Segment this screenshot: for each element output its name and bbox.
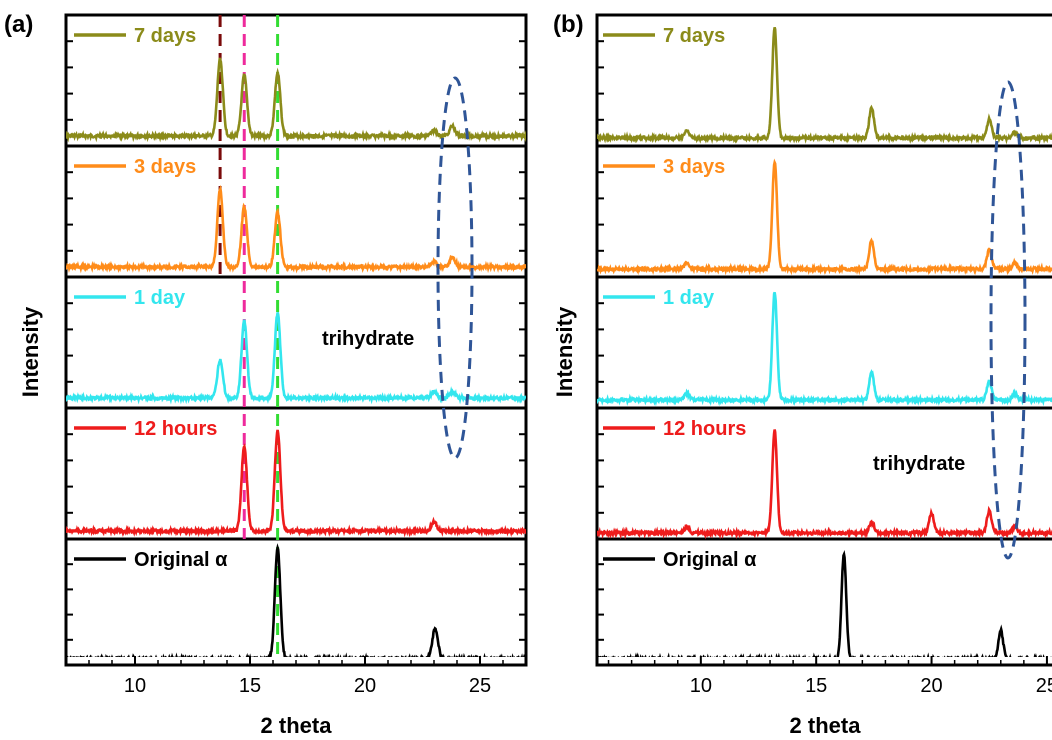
x-tick-label: 20	[354, 675, 376, 697]
panel-b-trihydrate-ellipse	[989, 80, 1027, 560]
series-trace	[66, 57, 526, 143]
x-tick-label: 15	[239, 675, 261, 697]
legend-entry: 12 hours	[134, 418, 217, 440]
legend-entry: 3 days	[663, 156, 725, 178]
series-trace	[597, 27, 1052, 145]
panel-b-y-axis-title: Intensity	[552, 306, 577, 397]
subplot-frame	[595, 537, 1052, 667]
x-tick-label: 25	[469, 675, 491, 697]
series-trace	[597, 429, 1052, 540]
panel-a-subplot-frames	[64, 13, 528, 667]
legend-entry: 12 hours	[663, 418, 746, 440]
series-trace	[597, 158, 1052, 276]
x-tick-label: 25	[1036, 675, 1052, 697]
legend-entry: Original α	[663, 549, 757, 571]
panel-b-subplot-frames	[595, 13, 1052, 667]
panel-a-y-axis-title: Intensity	[18, 306, 43, 397]
legend-entry: Original α	[134, 549, 228, 571]
panel-b-x-axis-title: 2 theta	[790, 713, 862, 738]
panel-b-x-ticks: 10 15 20 25	[607, 656, 1052, 697]
panel-a-x-ticks: 10 15 20 25	[65, 656, 527, 697]
panel-a-trihydrate-ellipse	[436, 76, 474, 460]
x-tick-label: 10	[690, 675, 712, 697]
legend-entry: 1 day	[134, 287, 186, 309]
panel-a: (a) 10 15 20 25 7 days 3 days 1 day 12 hours Or…	[4, 11, 528, 738]
series-trace	[66, 184, 526, 274]
series-trace	[597, 291, 1052, 407]
series-trace	[66, 312, 526, 405]
panel-a-legend: 7 days 3 days 1 day 12 hours Original α	[74, 25, 228, 571]
series-trace	[66, 429, 526, 538]
x-tick-label: 20	[920, 675, 942, 697]
legend-entry: 1 day	[663, 287, 715, 309]
panel-b-legend: 7 days 3 days 1 day 12 hours Original α	[603, 25, 757, 571]
legend-entry: 7 days	[663, 25, 725, 47]
panel-a-label: (a)	[4, 11, 33, 38]
x-tick-label: 15	[805, 675, 827, 697]
panel-b-trihydrate-label: trihydrate	[873, 453, 965, 475]
panel-b-label: (b)	[553, 11, 584, 38]
x-tick-label: 10	[124, 675, 146, 697]
panel-a-x-axis-title: 2 theta	[261, 713, 333, 738]
panel-a-trihydrate-label: trihydrate	[322, 328, 414, 350]
panel-b: (b) 10 15 20 25 7 days 3 days 1 day 12 hours Or…	[552, 11, 1052, 738]
legend-entry: 7 days	[134, 25, 196, 47]
legend-entry: 3 days	[134, 156, 196, 178]
panel-a-traces	[66, 57, 526, 657]
